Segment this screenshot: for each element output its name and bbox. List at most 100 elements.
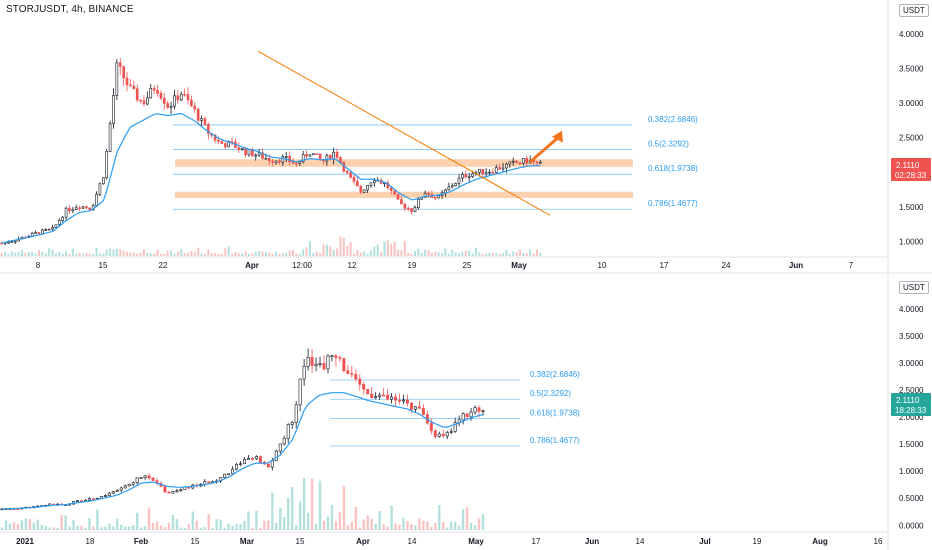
volume-bar	[457, 253, 461, 256]
volume-bar	[255, 510, 258, 530]
candle-body	[286, 424, 290, 439]
volume-bar	[400, 250, 403, 256]
candle-body	[115, 62, 119, 96]
volume-bar	[215, 519, 218, 530]
candle-body	[123, 485, 127, 489]
volume-bar	[129, 252, 132, 256]
candle-body	[515, 160, 518, 164]
volume-bar	[41, 252, 44, 256]
fib-level-label: 0.382(2.6846)	[648, 115, 698, 124]
candle-body	[258, 456, 262, 463]
volume-bar	[176, 251, 179, 256]
bar-countdown: 02:28:33	[895, 171, 927, 180]
candle-body	[315, 153, 319, 155]
candle-body	[254, 154, 258, 157]
candle-body	[257, 152, 261, 156]
candle-body	[478, 169, 481, 173]
volume-bar	[175, 519, 179, 530]
volume-bar	[239, 524, 242, 530]
currency-unit-badge-bottom[interactable]: USDT	[899, 281, 929, 294]
volume-bar	[318, 480, 322, 530]
candle-body	[402, 399, 405, 402]
volume-bar	[453, 521, 457, 530]
y-tick-label: 1.0000	[899, 238, 924, 247]
candle-body	[115, 489, 119, 492]
volume-bar	[410, 253, 413, 256]
volume-bar	[173, 253, 176, 256]
volume-bar	[498, 253, 501, 256]
candle-body	[484, 172, 488, 175]
candle-body	[223, 473, 227, 478]
volume-bar	[193, 251, 196, 256]
candle-body	[237, 147, 241, 150]
volume-bar	[288, 250, 291, 256]
candle-body	[166, 103, 169, 108]
volume-bar	[279, 507, 282, 530]
volume-bar	[326, 516, 330, 530]
volume-bar	[438, 504, 441, 530]
candle-body	[227, 473, 231, 476]
candle-body	[147, 475, 151, 479]
candle-body	[433, 197, 437, 199]
volume-bar	[315, 251, 318, 256]
volume-bar	[258, 250, 261, 256]
candle-body	[98, 183, 102, 195]
candle-body	[298, 378, 302, 406]
volume-bar	[330, 505, 334, 530]
volume-bar	[7, 253, 10, 256]
x-tick-label: 17	[660, 261, 669, 270]
volume-bar	[376, 244, 379, 256]
candle-body	[310, 357, 314, 366]
volume-bar	[302, 249, 305, 256]
volume-bar	[271, 492, 274, 530]
volume-bar	[147, 507, 151, 530]
volume-bar	[261, 251, 264, 256]
x-tick-label: 15	[191, 537, 200, 546]
x-tick-label: Feb	[134, 537, 148, 546]
x-tick-label: Apr	[245, 261, 259, 270]
currency-unit-badge-top[interactable]: USDT	[899, 4, 929, 17]
volume-bar	[314, 524, 318, 530]
x-tick-label: 15	[99, 261, 108, 270]
candle-body	[132, 85, 136, 89]
candle-body	[373, 180, 376, 184]
volume-bar	[122, 250, 125, 256]
volume-bar	[275, 251, 278, 256]
candle-body	[266, 463, 270, 468]
volume-bar	[214, 252, 217, 256]
candle-body	[398, 399, 402, 402]
y-tick-label: 3.0000	[899, 359, 924, 368]
volume-bar	[454, 252, 457, 256]
candle-body	[362, 384, 366, 390]
volume-bar	[407, 252, 410, 256]
volume-bar	[244, 251, 247, 256]
candle-body	[393, 190, 396, 195]
candle-body	[417, 406, 421, 409]
candle-body	[274, 160, 278, 163]
candle-body	[61, 216, 64, 221]
volume-bar	[465, 507, 469, 530]
volume-bar	[383, 241, 386, 256]
volume-bar	[0, 253, 3, 256]
candle-body	[318, 153, 322, 160]
volume-bar	[469, 522, 473, 530]
volume-bar	[183, 527, 187, 530]
volume-bar	[88, 253, 91, 256]
volume-bar	[203, 253, 206, 256]
candle-body	[239, 463, 243, 466]
volume-bar	[450, 521, 453, 530]
volume-bar	[109, 248, 112, 256]
candle-body	[358, 378, 362, 385]
volume-bar	[195, 520, 198, 530]
candle-body	[508, 161, 512, 165]
candle-body	[378, 394, 382, 397]
candle-body	[362, 189, 366, 193]
volume-bar	[78, 252, 81, 256]
volume-bar	[394, 523, 397, 530]
x-tick-label: 25	[463, 261, 472, 270]
volume-bar	[28, 519, 32, 530]
volume-bar	[529, 249, 532, 256]
volume-bar	[153, 253, 156, 256]
volume-bar	[167, 522, 171, 530]
